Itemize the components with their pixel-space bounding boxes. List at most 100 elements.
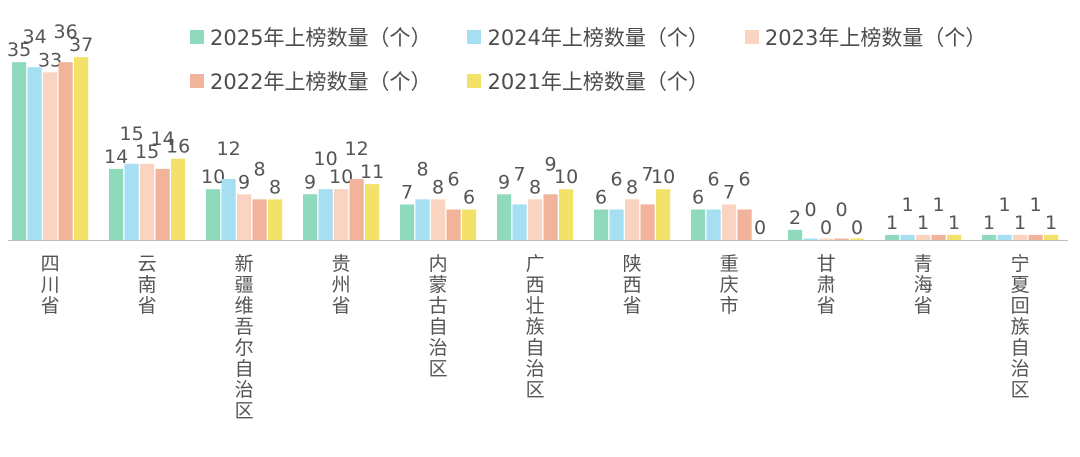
bar <box>691 209 706 240</box>
data-label: 7 <box>514 163 526 185</box>
data-label: 6 <box>739 169 751 191</box>
category-label-char: 维 <box>235 295 254 317</box>
bar <box>268 199 283 240</box>
data-label: 1 <box>1014 212 1026 234</box>
category-label-char: 南 <box>138 274 157 296</box>
data-label: 1 <box>886 212 898 234</box>
category-label-char: 云 <box>138 253 157 275</box>
data-label: 6 <box>692 187 704 209</box>
data-label: 8 <box>269 176 281 198</box>
category-label-char: 市 <box>720 295 739 317</box>
category-label-char: 蒙 <box>429 274 448 296</box>
category-label-char: 疆 <box>235 274 254 296</box>
data-label: 10 <box>201 166 225 188</box>
data-label: 1 <box>1045 212 1057 234</box>
category-label-char: 治 <box>235 379 254 401</box>
legend-swatch <box>190 74 204 88</box>
bar <box>27 67 42 240</box>
category-label-char: 陕 <box>623 253 642 275</box>
bar <box>559 189 574 240</box>
data-label: 15 <box>120 123 144 145</box>
data-label: 0 <box>754 217 766 239</box>
category-label-char: 吾 <box>235 316 254 338</box>
data-label: 10 <box>651 166 675 188</box>
data-label: 10 <box>329 166 353 188</box>
category-label-char: 宁 <box>1011 253 1030 275</box>
category-label-char: 族 <box>526 316 545 338</box>
category-label-char: 治 <box>1011 358 1030 380</box>
data-label: 33 <box>38 49 62 71</box>
category-label-char: 海 <box>914 274 933 296</box>
bar <box>334 189 349 240</box>
data-label: 37 <box>69 34 93 56</box>
legend-swatch <box>467 74 482 88</box>
legend-swatch <box>190 30 204 44</box>
data-label: 8 <box>529 176 541 198</box>
bar <box>237 194 252 240</box>
bar <box>594 209 609 240</box>
bar <box>431 199 446 240</box>
category-label-char: 区 <box>235 400 254 422</box>
data-label: 11 <box>360 161 384 183</box>
category-label-char: 自 <box>235 358 254 380</box>
data-label: 10 <box>314 148 338 170</box>
data-label: 1 <box>902 194 914 216</box>
legend-swatch <box>467 30 482 44</box>
data-label: 0 <box>820 217 832 239</box>
bar <box>415 199 430 240</box>
bar <box>221 179 236 240</box>
bar <box>916 234 931 240</box>
bar <box>318 189 333 240</box>
data-label: 36 <box>54 21 78 43</box>
data-label: 12 <box>217 138 241 160</box>
bar <box>609 209 624 240</box>
category-label-char: 自 <box>526 337 545 359</box>
legend-label: 2023年上榜数量（个） <box>764 26 987 50</box>
bar <box>1013 234 1028 240</box>
category-label-char: 壮 <box>526 295 545 317</box>
category-label-char: 四 <box>41 253 60 275</box>
bar <box>706 209 721 240</box>
bar <box>446 209 461 240</box>
bar <box>74 57 89 240</box>
bar <box>885 234 900 240</box>
data-label: 34 <box>23 26 47 48</box>
data-label: 0 <box>851 217 863 239</box>
category-label-char: 西 <box>526 274 545 296</box>
category-label-char: 省 <box>332 295 351 317</box>
bar <box>512 204 527 240</box>
data-label: 14 <box>104 146 128 168</box>
data-label: 35 <box>7 39 31 61</box>
bar <box>528 199 543 240</box>
bar <box>124 163 139 240</box>
category-label-char: 庆 <box>720 274 739 296</box>
data-label: 1 <box>948 212 960 234</box>
category-label-char: 青 <box>914 253 933 275</box>
bar <box>931 234 946 240</box>
category-label-char: 西 <box>623 274 642 296</box>
category-label-char: 重 <box>720 253 739 275</box>
legend-label: 2025年上榜数量（个） <box>210 26 432 50</box>
bar <box>43 72 58 240</box>
bar <box>12 62 27 240</box>
data-label: 1 <box>1030 194 1042 216</box>
data-label: 6 <box>595 187 607 209</box>
legend-item-2024: 2024年上榜数量（个） <box>467 22 709 52</box>
data-label: 15 <box>135 141 159 163</box>
bar <box>803 238 818 240</box>
category-label-char: 区 <box>429 358 448 380</box>
data-label: 0 <box>836 199 848 221</box>
bar <box>947 234 962 240</box>
category-label-char: 族 <box>1011 316 1030 338</box>
bar <box>349 179 364 240</box>
category-label-char: 贵 <box>332 253 351 275</box>
data-label: 7 <box>401 181 413 203</box>
category-label-char: 省 <box>138 295 157 317</box>
category-label-char: 甘 <box>817 253 836 275</box>
data-label: 12 <box>345 138 369 160</box>
bar <box>982 234 997 240</box>
bar <box>400 204 415 240</box>
data-label: 8 <box>254 158 266 180</box>
legend-item-2025: 2025年上榜数量（个） <box>190 22 431 52</box>
